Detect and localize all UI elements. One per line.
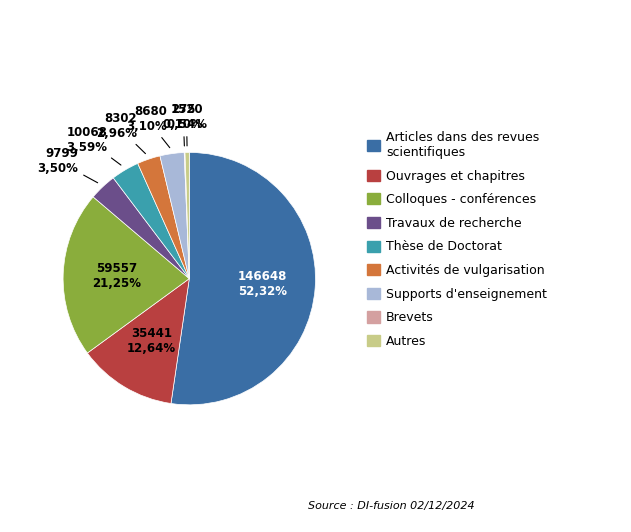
Wedge shape xyxy=(87,279,189,403)
Wedge shape xyxy=(93,178,189,279)
Wedge shape xyxy=(171,153,316,405)
Text: 35441
12,64%: 35441 12,64% xyxy=(127,327,176,355)
Wedge shape xyxy=(184,153,189,279)
Wedge shape xyxy=(185,153,189,279)
Text: 10068
3,59%: 10068 3,59% xyxy=(66,126,121,165)
Wedge shape xyxy=(114,163,189,279)
Wedge shape xyxy=(138,156,189,279)
Wedge shape xyxy=(160,153,189,279)
Text: 146648
52,32%: 146648 52,32% xyxy=(238,270,287,298)
Legend: Articles dans des revues
scientifiques, Ouvrages et chapitres, Colloques - confé: Articles dans des revues scientifiques, … xyxy=(367,131,547,348)
Text: 275
0,10%: 275 0,10% xyxy=(163,103,204,146)
Wedge shape xyxy=(63,197,189,353)
Text: Source : DI-fusion 02/12/2024: Source : DI-fusion 02/12/2024 xyxy=(308,501,475,511)
Text: 9799
3,50%: 9799 3,50% xyxy=(38,147,98,183)
Text: 8302
2,96%: 8302 2,96% xyxy=(97,112,146,154)
Text: 8680
3,10%: 8680 3,10% xyxy=(126,105,170,148)
Text: 59557
21,25%: 59557 21,25% xyxy=(91,262,141,290)
Text: 1520
0,54%: 1520 0,54% xyxy=(166,103,207,146)
